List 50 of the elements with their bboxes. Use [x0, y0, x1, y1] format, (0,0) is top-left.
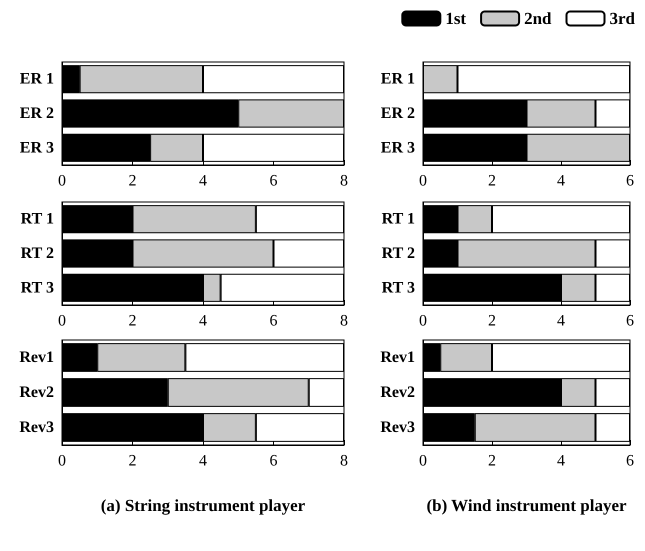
x-tick-label: 2 [488, 172, 496, 190]
x-tick-label: 2 [128, 172, 136, 190]
legend-label: 3rd [610, 9, 636, 28]
x-tick-label: 6 [270, 172, 278, 190]
y-tick-label: ER 2 [20, 105, 54, 122]
x-tick-label: 6 [626, 312, 634, 330]
x-tick-label: 8 [340, 172, 348, 190]
x-tick-label: 4 [199, 312, 207, 330]
x-tick-label: 4 [557, 172, 565, 190]
y-tick-label: Rev3 [380, 419, 415, 436]
x-tick-label: 6 [270, 452, 278, 470]
x-tick-label: 0 [419, 172, 427, 190]
x-tick-label: 6 [270, 312, 278, 330]
x-tick-label: 0 [58, 452, 66, 470]
y-tick-label: ER 1 [20, 70, 54, 88]
y-tick-label: ER 3 [20, 139, 54, 156]
x-tick-label: 8 [340, 312, 348, 330]
y-tick-label: Rev2 [380, 384, 415, 401]
y-tick-label: ER 1 [380, 70, 415, 88]
x-tick-label: 4 [199, 452, 207, 470]
x-axis-title: (a) String instrument player [100, 496, 306, 515]
x-tick-label: 4 [557, 312, 565, 330]
x-axis-title: (b) Wind instrument player [426, 496, 627, 515]
y-tick-label: RT 2 [382, 245, 415, 262]
x-tick-label: 2 [488, 312, 496, 330]
y-tick-label: Rev3 [19, 419, 54, 436]
y-tick-label: Rev1 [380, 349, 415, 366]
x-tick-label: 0 [58, 172, 66, 190]
y-tick-label: RT 1 [382, 210, 415, 228]
x-tick-label: 0 [419, 452, 427, 470]
x-tick-label: 4 [199, 172, 207, 190]
legend-label: 2nd [524, 9, 552, 28]
y-tick-label: Rev1 [19, 349, 54, 366]
x-tick-label: 2 [128, 312, 136, 330]
x-tick-label: 2 [488, 452, 496, 470]
x-tick-label: 6 [626, 452, 634, 470]
y-tick-label: Rev2 [19, 384, 54, 401]
y-tick-label: RT 3 [20, 279, 54, 296]
y-tick-label: RT 2 [20, 245, 54, 262]
legend-label: 1st [445, 9, 466, 28]
x-tick-label: 0 [419, 312, 427, 330]
x-tick-label: 8 [340, 452, 348, 470]
y-tick-label: ER 3 [380, 139, 415, 156]
x-tick-label: 6 [626, 172, 634, 190]
x-tick-label: 0 [58, 312, 66, 330]
y-tick-label: ER 2 [380, 105, 415, 122]
y-tick-label: RT 1 [20, 210, 54, 228]
y-tick-label: RT 3 [382, 279, 415, 296]
x-tick-label: 2 [128, 452, 136, 470]
x-tick-label: 4 [557, 452, 565, 470]
